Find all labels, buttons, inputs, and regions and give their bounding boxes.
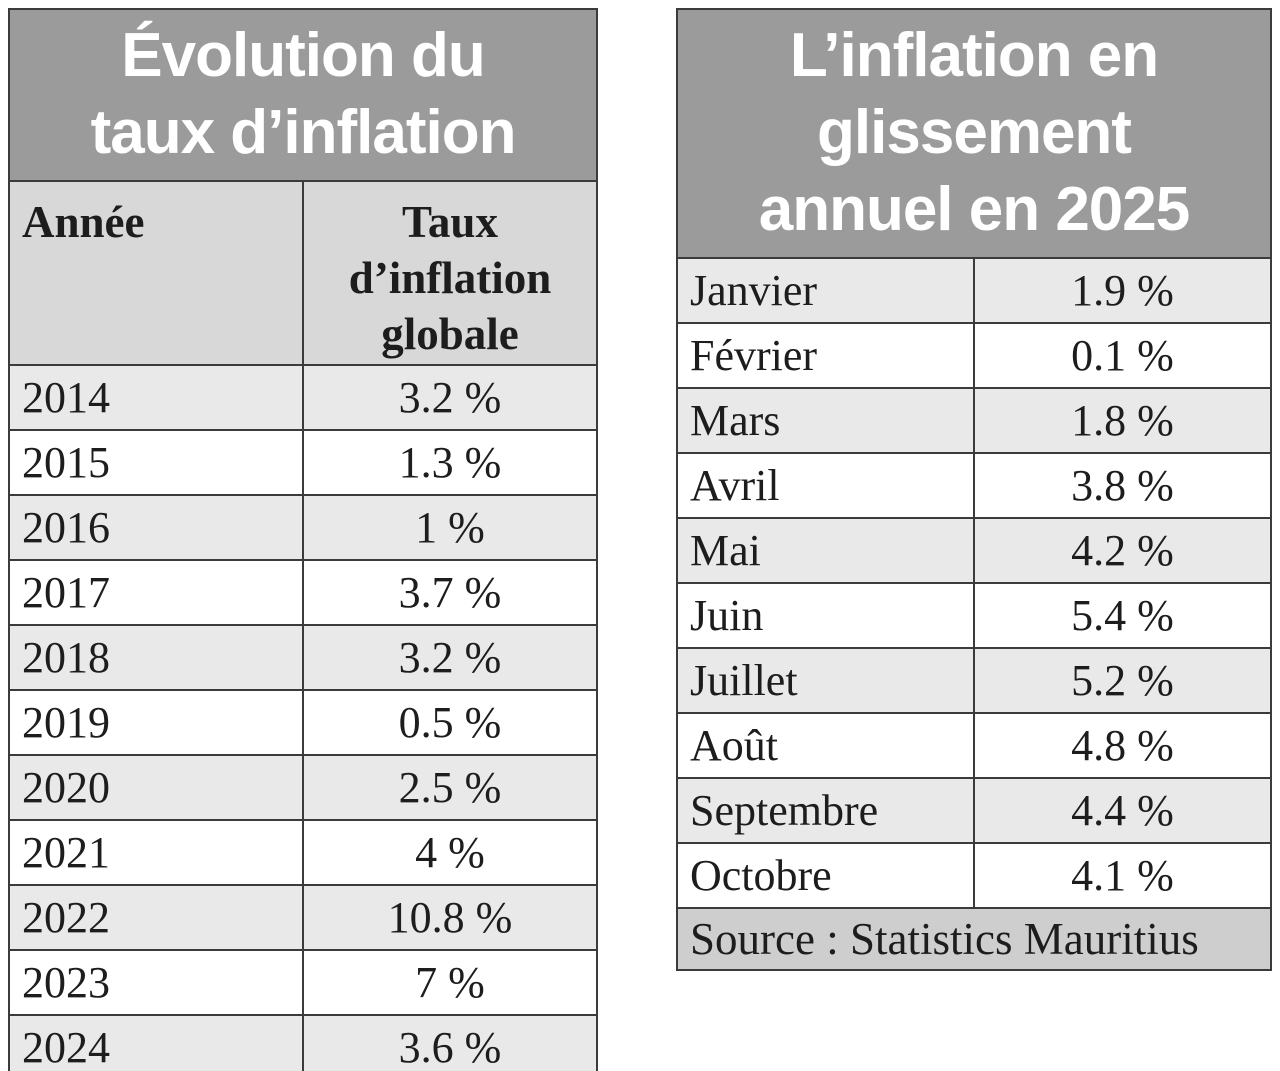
table-row: Août 4.8 % [676,711,1272,779]
table-row: 2024 3.6 % [8,1013,598,1071]
year-cell: 2017 [8,558,304,626]
table-title-glissement-annuel: L’inflation en glissement annuel en 2025 [676,8,1272,259]
table-row: 2021 4 % [8,818,598,886]
rate-cell: 2.5 % [302,753,598,821]
table-row: 2023 7 % [8,948,598,1016]
year-cell: 2018 [8,623,304,691]
year-cell: 2021 [8,818,304,886]
table-row: 2022 10.8 % [8,883,598,951]
year-cell: 2016 [8,493,304,561]
month-cell: Janvier [676,256,975,324]
inflation-evolution-table: Évolution du taux d’inflation Année Taux… [8,8,598,1071]
source-statistics-mauritius: Source : Statistics Mauritius [676,906,1272,971]
month-cell: Mars [676,386,975,454]
rate-cell: 7 % [302,948,598,1016]
month-cell: Avril [676,451,975,519]
column-header-annee: Année [8,179,304,366]
table-title-evolution: Évolution du taux d’inflation [8,8,598,182]
year-cell: 2019 [8,688,304,756]
year-rows: 2014 3.2 % 2015 1.3 % 2016 1 % 2017 3.7 … [8,363,598,1071]
table-row: 2016 1 % [8,493,598,561]
column-header-taux-inflation-globale: Taux d’inflation globale [302,179,598,366]
rate-cell: 5.2 % [973,646,1272,714]
rate-cell: 4.8 % [973,711,1272,779]
rate-cell: 1.9 % [973,256,1272,324]
month-cell: Août [676,711,975,779]
table-title-text: L’inflation en glissement annuel en 2025 [758,21,1191,244]
month-cell: Février [676,321,975,389]
year-cell: 2014 [8,363,304,431]
table-row: Juillet 5.2 % [676,646,1272,714]
rate-cell: 3.7 % [302,558,598,626]
table-row: Mai 4.2 % [676,516,1272,584]
title-row: Évolution du taux d’inflation [8,8,598,182]
rate-cell: 3.2 % [302,623,598,691]
rate-cell: 4.4 % [973,776,1272,844]
rate-cell: 4 % [302,818,598,886]
year-cell: 2015 [8,428,304,496]
rate-cell: 0.5 % [302,688,598,756]
table-row: 2018 3.2 % [8,623,598,691]
rate-cell: 3.6 % [302,1013,598,1071]
table-row: Avril 3.8 % [676,451,1272,519]
rate-cell: 4.2 % [973,516,1272,584]
rate-cell: 0.1 % [973,321,1272,389]
title-row: L’inflation en glissement annuel en 2025 [676,8,1272,259]
table-row: Janvier 1.9 % [676,256,1272,324]
table-row: 2020 2.5 % [8,753,598,821]
rate-cell: 1 % [302,493,598,561]
inflation-2025-monthly-table: L’inflation en glissement annuel en 2025… [676,8,1272,971]
year-cell: 2023 [8,948,304,1016]
table-row: Juin 5.4 % [676,581,1272,649]
table-row: 2017 3.7 % [8,558,598,626]
table-row: 2014 3.2 % [8,363,598,431]
table-row: Octobre 4.1 % [676,841,1272,909]
rate-cell: 1.3 % [302,428,598,496]
rate-cell: 3.2 % [302,363,598,431]
year-cell: 2022 [8,883,304,951]
rate-cell: 3.8 % [973,451,1272,519]
month-cell: Mai [676,516,975,584]
table-title-text: Évolution du taux d’inflation [90,21,517,167]
rate-cell: 4.1 % [973,841,1272,909]
month-cell: Octobre [676,841,975,909]
source-row: Source : Statistics Mauritius [676,906,1272,971]
rate-cell: 5.4 % [973,581,1272,649]
month-cell: Juillet [676,646,975,714]
rate-cell: 1.8 % [973,386,1272,454]
year-cell: 2024 [8,1013,304,1071]
table-row: Février 0.1 % [676,321,1272,389]
table-row: Mars 1.8 % [676,386,1272,454]
year-cell: 2020 [8,753,304,821]
table-row: Septembre 4.4 % [676,776,1272,844]
table-row: 2015 1.3 % [8,428,598,496]
month-cell: Septembre [676,776,975,844]
column-header-row: Année Taux d’inflation globale [8,179,598,366]
table-row: 2019 0.5 % [8,688,598,756]
month-cell: Juin [676,581,975,649]
rate-cell: 10.8 % [302,883,598,951]
month-rows: Janvier 1.9 % Février 0.1 % Mars 1.8 % A… [676,256,1272,909]
